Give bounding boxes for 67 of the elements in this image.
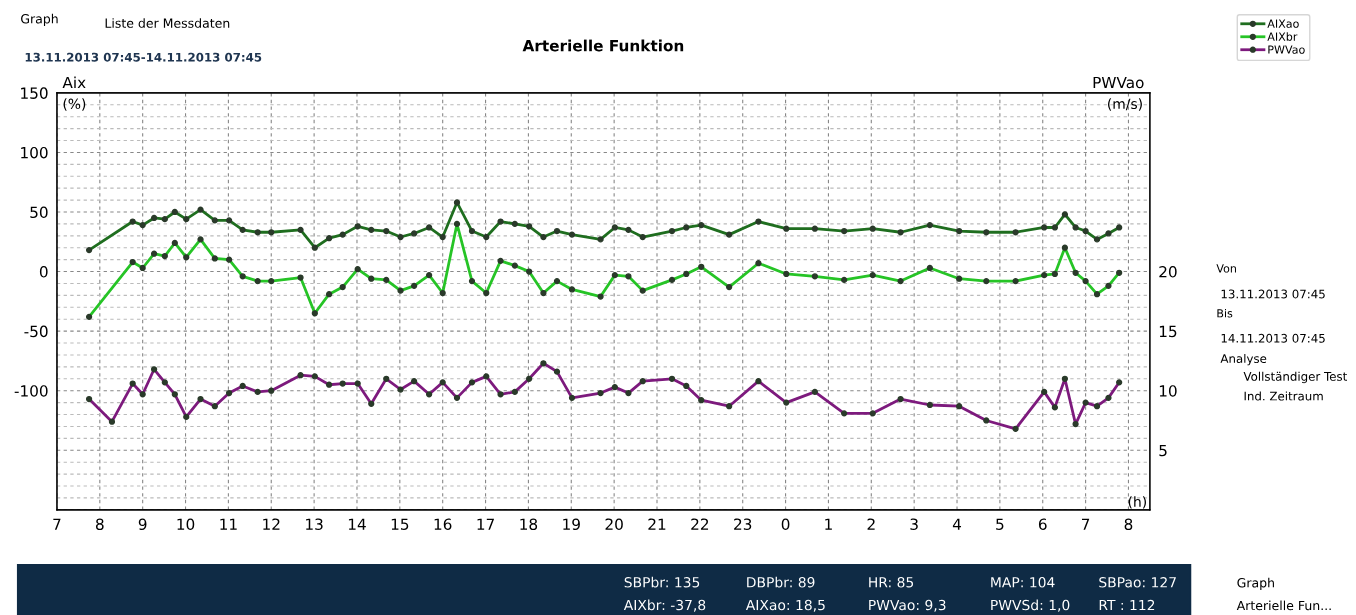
text: AIXbr: -37,8 [623,599,706,612]
x-tick-label: 22 [691,518,709,530]
x-tick-label: 0 [781,518,790,530]
legend-label: AIXbr [1267,32,1298,41]
text: MAP: 104 [991,577,1055,588]
y-tick-label: 150 [21,87,48,99]
text: SBPao: 127 [1099,577,1176,588]
x-tick-label: 23 [734,518,752,530]
y2-tick-label: 20 [1159,266,1177,278]
y-tick-label: 0 [39,266,48,278]
x-tick-label: 15 [391,518,409,530]
text: RT : 112 [1099,599,1155,611]
chart-subtitle: 13.11.2013 07:45-14.11.2013 07:45 [25,52,262,62]
x-tick-label: 5 [996,518,1004,530]
y-tick-label: 50 [30,206,48,219]
text: SBPbr: 135 [624,576,700,588]
x-tick-label: 9 [138,518,147,530]
y-axis-title: Aix [62,76,86,89]
annotation: (m/s) [1108,98,1142,111]
x-tick-label: 12 [263,518,280,530]
x-tick-label: 7 [1081,518,1090,530]
annotation: (%) [63,98,86,111]
text: 13.11.2013 07:45 [1221,289,1325,299]
x-tick-label: 11 [220,518,237,530]
text: PWVao: 9,3 [869,599,946,612]
y2-tick-label: 10 [1159,385,1177,397]
text: 14.11.2013 07:45 [1221,333,1325,343]
text: Vollständiger Test [1243,371,1347,384]
y2-axis-title: PWVao [1093,76,1144,89]
x-tick-label: 16 [434,518,452,530]
x-tick-label: 17 [477,518,494,530]
y-tick-label: -50 [24,325,48,338]
x-tick-label: 7 [53,518,61,530]
annotation: (h) [1128,496,1146,509]
chart-title: Arterielle Funktion [522,39,684,52]
x-tick-label: 6 [1038,518,1047,530]
text: PWVSd: 1,0 [991,599,1070,612]
x-tick-label: 20 [605,518,623,530]
text: Von [1216,264,1236,273]
x-tick-label: 14 [348,518,366,530]
text: Liste der Messdaten [105,18,230,28]
x-tick-label: 8 [95,518,104,530]
text: Graph [1237,577,1274,590]
y-tick-label: -100 [14,385,48,397]
x-tick-label: 21 [648,518,666,530]
text: Bis [1217,308,1233,318]
x-tick-label: 10 [177,518,195,530]
y-tick-label: 100 [21,146,48,159]
text: Graph [21,13,58,26]
text: AIXao: 18,5 [745,599,825,612]
x-tick-label: 18 [520,518,538,530]
x-tick-label: 8 [1124,518,1133,530]
x-tick-label: 19 [563,518,580,530]
text: Arterielle Fun... [1236,600,1331,611]
x-tick-label: 4 [952,518,962,530]
x-tick-label: 13 [306,518,323,530]
text: HR: 85 [869,577,914,588]
x-tick-label: 3 [910,518,918,530]
text: Ind. Zeitraum [1244,391,1323,401]
legend-label: AIXao [1267,19,1299,28]
y2-tick-label: 15 [1159,325,1177,338]
legend-label: PWVao [1268,45,1305,54]
x-tick-label: 2 [867,518,875,530]
x-tick-label: 1 [825,518,832,530]
text: Analyse [1220,353,1267,366]
y2-tick-label: 5 [1159,444,1167,457]
text: DBPbr: 89 [747,576,815,588]
